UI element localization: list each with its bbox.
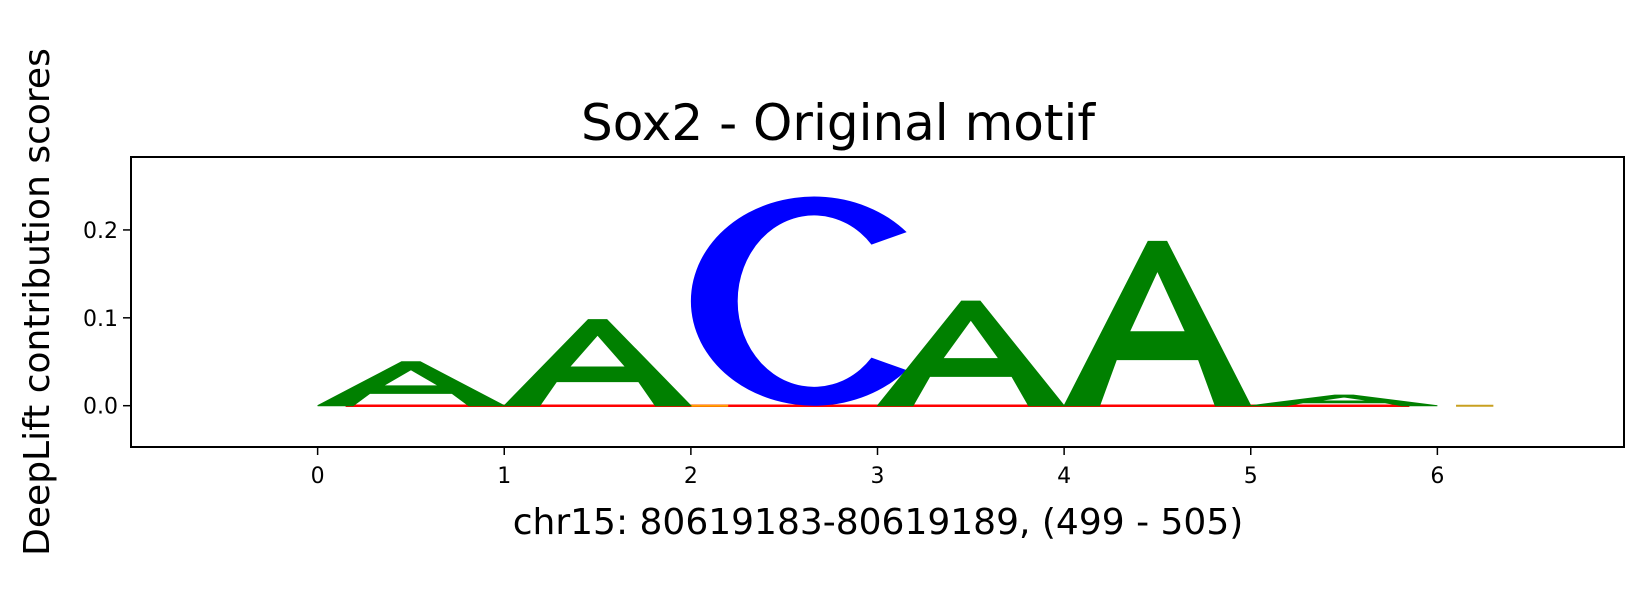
y-tick-label: 0.0: [83, 395, 118, 420]
x-tick-label: 0: [311, 464, 325, 489]
x-axis-label: chr15: 80619183-80619189, (499 - 505): [513, 502, 1244, 543]
chart-title: Sox2 - Original motif: [581, 94, 1096, 152]
x-tick-label: 4: [1057, 464, 1071, 489]
logo-letter-a-pos-0: [317, 361, 505, 407]
x-tick-label: 5: [1244, 464, 1258, 489]
y-tick-label: 0.1: [83, 307, 118, 332]
x-tick-label: 1: [497, 464, 511, 489]
x-tick-label: 2: [684, 464, 698, 489]
x-axis: 0 1 2 3 4 5 6: [311, 447, 1444, 489]
logo-letter-a-pos-4: [1063, 240, 1252, 407]
x-tick-label: 3: [871, 464, 885, 489]
y-axis: 0.0 0.1 0.2: [83, 219, 131, 420]
plot-area: [317, 196, 1494, 407]
y-axis-label: DeepLift contribution scores: [17, 48, 58, 556]
logo-letter-a-pos-5: [1250, 394, 1438, 407]
y-tick-label: 0.2: [83, 219, 118, 244]
logo-letter-a-pos-3: [876, 300, 1066, 407]
logo-letter-c-pos-2: [690, 196, 907, 406]
x-tick-label: 6: [1430, 464, 1444, 489]
logo-letter-a-pos-1: [503, 319, 693, 407]
